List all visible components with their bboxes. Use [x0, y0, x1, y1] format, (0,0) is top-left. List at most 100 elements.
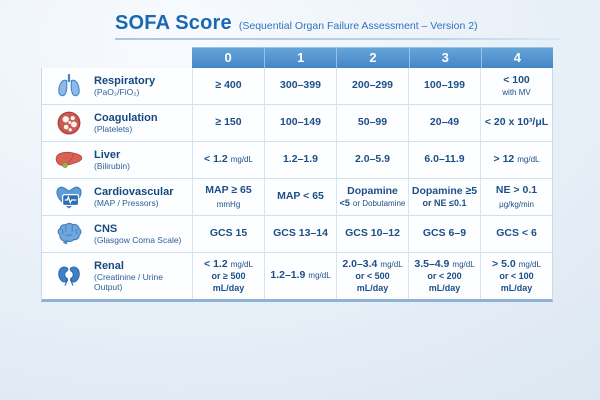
cell-line2-small: or Dobutamine [352, 198, 406, 208]
cell-value: > 5.0 [492, 258, 516, 271]
score-cell: MAP ≥ 65 mmHg [192, 179, 264, 215]
cell-value: Dopamine [347, 184, 398, 197]
column-header-2: 2 [336, 47, 409, 68]
score-cell: 2.0–3.4 mg/dL or < 500 mL/day [336, 253, 408, 299]
cell-value: 100–149 [280, 116, 321, 129]
score-cell: 20–49 [408, 105, 480, 141]
cell-value: GCS 13–14 [273, 227, 328, 240]
score-cell: 2.0–5.9 [336, 142, 408, 178]
organ-subtitle: (Platelets) [94, 124, 133, 135]
cell-value: < 20 x 10³/μL [484, 116, 549, 129]
cell-value: NE > 0.1 [495, 183, 538, 196]
organ-subtitle: (Glasgow Coma Scale) [94, 235, 182, 246]
cell-unit: mg/dL [380, 260, 403, 270]
cell-line2: <5 [339, 197, 350, 208]
lungs-icon [54, 71, 84, 101]
score-cell: > 12 mg/dL [480, 142, 552, 178]
table-row-renal: Renal (Creatinine / Urine Output) < 1.2 m… [42, 253, 552, 299]
score-cell: GCS 6–9 [408, 216, 480, 252]
cell-value: GCS 15 [209, 227, 248, 240]
score-cell: 1.2–1.9 mg/dL [264, 253, 336, 299]
cell-value: 50–99 [357, 116, 388, 129]
score-cell: GCS 15 [192, 216, 264, 252]
organ-subtitle: (Creatinine / Urine Output) [94, 272, 163, 293]
column-header-4: 4 [480, 47, 553, 68]
cell-value: GCS 6–9 [422, 227, 467, 240]
cell-unit: mg/dL [230, 155, 253, 165]
organ-name: Liver [94, 148, 121, 161]
score-cell: 1.2–1.9 [264, 142, 336, 178]
cell-unit: mg/dL [452, 260, 475, 270]
row-label-coagulation: Coagulation (Platelets) [42, 105, 192, 141]
table-header-row: 0 1 2 3 4 [41, 47, 553, 68]
cell-value: < 100 [503, 74, 530, 87]
score-cell: Dopamine ≥5 or NE ≤0.1 [408, 179, 480, 215]
kidneys-icon [54, 261, 84, 291]
column-header-1: 1 [264, 47, 337, 68]
liver-icon [54, 145, 84, 175]
score-cell: 6.0–11.9 [408, 142, 480, 178]
score-cell: MAP < 65 [264, 179, 336, 215]
row-label-liver: Liver (Bilirubin) [42, 142, 192, 178]
cell-value: < 1.2 [204, 153, 228, 166]
organ-name: CNS [94, 222, 118, 235]
score-cell: 50–99 [336, 105, 408, 141]
cell-value: ≥ 150 [215, 116, 242, 129]
row-label-respiratory: Respiratory (PaO₂/FiO₂) [42, 68, 192, 104]
cell-value: 3.5–4.9 [414, 258, 450, 271]
cell-value: 2.0–3.4 [342, 258, 378, 271]
heart-monitor-icon [54, 182, 84, 212]
organ-name: Cardiovascular [94, 185, 174, 198]
cell-unit: mg/dL [518, 260, 541, 270]
score-cell: < 1.2 mg/dL or ≥ 500 mL/day [192, 253, 264, 299]
score-cell: 100–199 [408, 68, 480, 104]
cell-value: < 1.2 [204, 258, 228, 271]
organ-name: Coagulation [94, 111, 158, 124]
score-cell: 300–399 [264, 68, 336, 104]
cell-unit: mg/dL [517, 155, 540, 165]
table-row-liver: Liver (Bilirubin) < 1.2 mg/dL 1.2–1.9 2.0… [42, 142, 552, 179]
score-cell: ≥ 150 [192, 105, 264, 141]
score-cell: ≥ 400 [192, 68, 264, 104]
score-cell: Dopamine <5 or Dobutamine [336, 179, 408, 215]
cell-value: 6.0–11.9 [424, 153, 465, 166]
score-cell: GCS 13–14 [264, 216, 336, 252]
table-row-respiratory: Respiratory (PaO₂/FiO₂) ≥ 400 300–399 20… [42, 68, 552, 105]
cell-value: Dopamine ≥5 [411, 184, 478, 197]
cell-line2: or NE ≤0.1 [422, 197, 467, 208]
cell-line2-small: with MV [502, 87, 531, 97]
column-header-3: 3 [408, 47, 481, 68]
cell-line2: or < 200 mL/day [427, 271, 462, 293]
score-cell: GCS < 6 [480, 216, 552, 252]
row-label-cns: CNS (Glasgow Coma Scale) [42, 216, 192, 252]
table-row-cns: CNS (Glasgow Coma Scale) GCS 15 GCS 13–1… [42, 216, 552, 253]
page-header: SOFA Score (Sequential Organ Failure Ass… [115, 12, 478, 35]
cell-unit: mmHg [216, 200, 241, 210]
score-cell: < 20 x 10³/μL [480, 105, 552, 141]
table-row-cardiovascular: Cardiovascular (MAP / Pressors) MAP ≥ 65… [42, 179, 552, 216]
row-label-cardiovascular: Cardiovascular (MAP / Pressors) [42, 179, 192, 215]
cell-value: GCS < 6 [496, 227, 537, 240]
cell-unit: μg/kg/min [499, 200, 534, 210]
cell-unit: mg/dL [308, 271, 331, 281]
table-row-coagulation: Coagulation (Platelets) ≥ 150 100–149 50… [42, 105, 552, 142]
cell-value: GCS 10–12 [345, 227, 400, 240]
page-title: SOFA Score [115, 12, 232, 34]
cell-value: 20–49 [429, 116, 460, 129]
sofa-score-table: 0 1 2 3 4 [41, 47, 553, 302]
score-cell: 200–299 [336, 68, 408, 104]
cell-value: ≥ 400 [215, 79, 242, 92]
cell-unit: mg/dL [230, 260, 253, 270]
cell-value: 1.2–1.9 [282, 153, 319, 166]
cell-value: 100–199 [424, 79, 465, 92]
score-cell: < 1.2 mg/dL [192, 142, 264, 178]
organ-subtitle: (PaO₂/FiO₂) [94, 87, 140, 98]
organ-name: Respiratory [94, 74, 156, 87]
cell-value: MAP < 65 [277, 190, 324, 203]
score-cell: > 5.0 mg/dL or < 100 mL/day [480, 253, 552, 299]
table-body: Respiratory (PaO₂/FiO₂) ≥ 400 300–399 20… [41, 68, 553, 302]
cell-line2: or < 500 mL/day [355, 271, 390, 293]
cell-value: 200–299 [352, 79, 393, 92]
cell-value: 300–399 [280, 79, 321, 92]
blood-cells-icon [54, 108, 84, 138]
